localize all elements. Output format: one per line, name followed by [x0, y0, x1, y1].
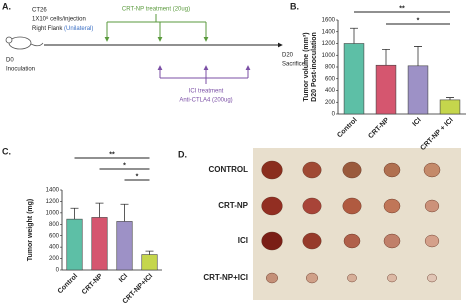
tumor — [387, 273, 397, 283]
y-tick-label: 1400 — [322, 29, 336, 35]
significance-label: * — [136, 173, 139, 180]
y-axis-title: D20 Post-inoculation — [311, 32, 318, 102]
tumor-photo — [261, 160, 441, 284]
y-tick-label: 800 — [49, 222, 60, 228]
cell-line: CT26 — [32, 8, 47, 14]
mouse-icon — [5, 36, 44, 50]
y-tick-label: 0 — [56, 268, 60, 274]
y-tick-label: 1400 — [46, 188, 60, 194]
tumor — [342, 161, 362, 179]
y-tick-label: 400 — [325, 88, 336, 94]
site-text: Right Flank — [32, 26, 63, 32]
panel-label: C. — [2, 146, 11, 156]
tumor — [302, 197, 322, 215]
y-tick-label: 200 — [49, 256, 60, 262]
bar — [91, 217, 108, 271]
significance-label: ** — [399, 5, 405, 12]
bar — [439, 99, 461, 115]
error-bar — [95, 202, 104, 218]
row-label: CRT-NP — [218, 201, 248, 210]
y-tick-label: 600 — [49, 233, 60, 239]
tumor — [423, 162, 441, 178]
y-tick-label: 600 — [325, 76, 336, 82]
error-bar — [446, 97, 454, 100]
y-tick-label: 800 — [325, 65, 336, 71]
site-note: (Unilateral) — [64, 26, 93, 32]
panel-label: B. — [290, 1, 299, 11]
ici-bracket — [157, 65, 251, 84]
start-day: D0 — [6, 58, 14, 64]
row-label: CRT-NP+ICI — [203, 273, 248, 282]
x-tick-label: ICI — [118, 273, 129, 284]
tumor — [383, 162, 401, 178]
error-bar — [70, 207, 79, 220]
panel-label: A. — [2, 1, 11, 11]
error-bar — [414, 46, 422, 66]
bar — [343, 43, 365, 115]
x-tick-label: CRT-NP — [81, 273, 105, 297]
y-tick-label: 1000 — [46, 210, 60, 216]
y-tick-label: 1000 — [322, 53, 336, 59]
tumor — [261, 231, 283, 251]
tumor — [383, 198, 401, 214]
y-tick-label: 1200 — [322, 41, 336, 47]
tumor — [261, 160, 283, 180]
tumor — [347, 273, 357, 283]
row-label: ICI — [238, 236, 248, 245]
error-bar — [350, 27, 358, 44]
significance-label: * — [417, 17, 420, 24]
ici-drug: Anti-CTLA4 (200ug) — [179, 98, 232, 104]
y-tick-label: 200 — [325, 100, 336, 106]
site: Right Flank (Unilateral) — [32, 26, 93, 32]
tumor — [261, 196, 283, 216]
y-tick-label: 1200 — [46, 199, 60, 205]
ici-title: ICI treatment — [189, 89, 224, 95]
x-tick-label: Control — [336, 117, 359, 140]
crt-bracket — [104, 14, 209, 42]
x-tick-label: Control — [57, 273, 80, 296]
error-bar — [382, 48, 390, 66]
tumor — [427, 273, 437, 283]
x-tick-label: ICI — [411, 117, 422, 128]
tumor — [383, 233, 401, 249]
row-label: CONTROL — [208, 165, 248, 174]
significance-label: * — [123, 162, 126, 169]
y-axis-title: Tumor volume (mm³) — [303, 32, 310, 101]
bar — [141, 254, 158, 271]
error-bar — [145, 250, 154, 255]
bar — [116, 221, 133, 271]
x-tick-label: CRT-NP + ICI — [419, 117, 454, 152]
significance-label: ** — [109, 151, 115, 158]
tumor — [343, 233, 361, 249]
crt-title: CRT-NP treatment (20ug) — [122, 7, 190, 13]
tumor — [424, 199, 440, 213]
end-label: Sacrifice — [282, 62, 306, 68]
tumor — [266, 272, 278, 284]
bar — [375, 64, 397, 115]
error-bar — [120, 203, 129, 222]
start-label: Inoculation — [6, 67, 35, 73]
x-tick-label: CRT-NP — [367, 117, 391, 141]
bar — [66, 218, 83, 271]
tumor — [342, 197, 362, 215]
y-tick-label: 1600 — [322, 18, 336, 24]
tumor — [302, 161, 322, 179]
end-day: D20 — [282, 53, 294, 59]
tumor — [302, 232, 322, 250]
y-axis-title: Tumor weight (mg) — [27, 199, 34, 261]
bar — [407, 65, 429, 115]
panel-label: D. — [178, 149, 187, 159]
tumor — [424, 234, 440, 248]
y-tick-label: 0 — [332, 112, 336, 118]
tumor — [306, 272, 318, 284]
dose: 1X10⁶ cells/injection — [32, 16, 86, 23]
y-tick-label: 400 — [49, 245, 60, 251]
